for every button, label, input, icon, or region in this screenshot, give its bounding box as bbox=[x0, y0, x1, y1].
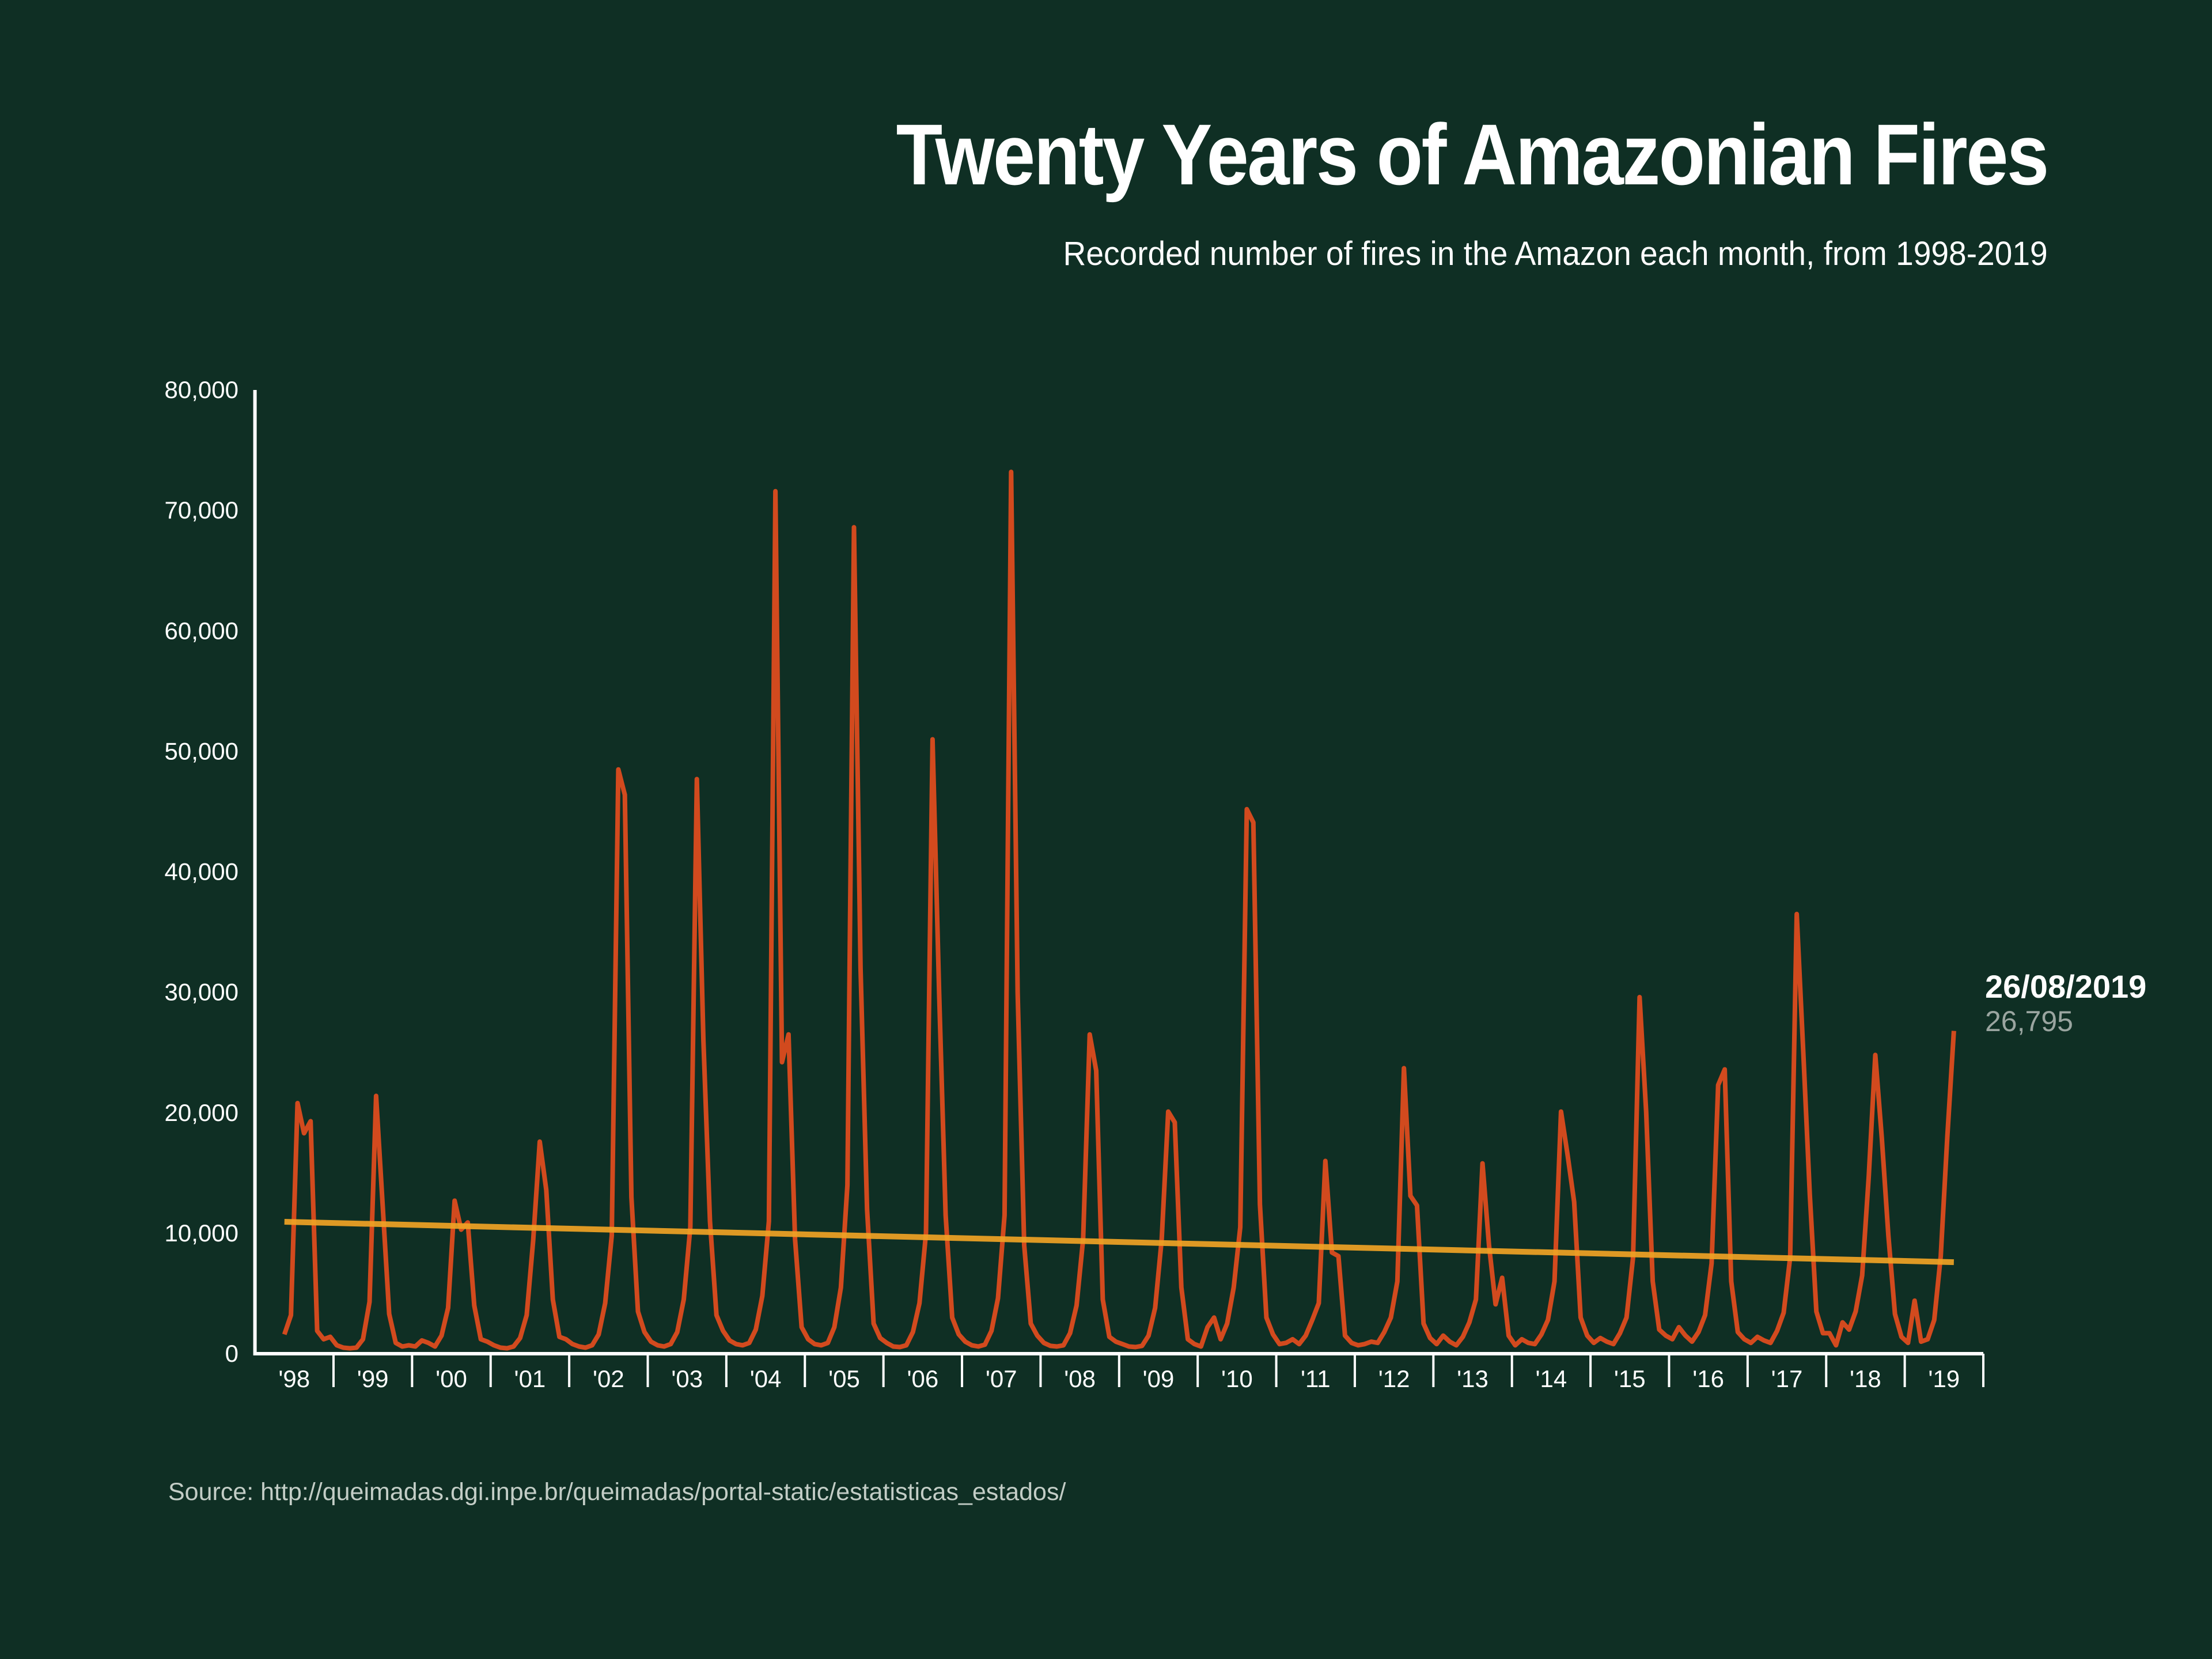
x-axis-label: '18 bbox=[1850, 1365, 1881, 1392]
x-axis-label: '08 bbox=[1064, 1365, 1096, 1392]
y-axis-label: 20,000 bbox=[165, 1099, 238, 1126]
x-axis-label: '06 bbox=[907, 1365, 938, 1392]
y-axis-label: 80,000 bbox=[165, 376, 238, 403]
latest-point-annotation: 26/08/2019 26,795 bbox=[1985, 968, 2147, 1037]
x-axis-label: '99 bbox=[357, 1365, 389, 1392]
chart-subtitle: Recorded number of fires in the Amazon e… bbox=[1063, 235, 2048, 272]
x-axis-label: '19 bbox=[1928, 1365, 1960, 1392]
y-axis-label: 50,000 bbox=[165, 737, 238, 764]
x-axis-label: '09 bbox=[1143, 1365, 1175, 1392]
y-axis-label: 30,000 bbox=[165, 979, 238, 1006]
x-axis-label: '05 bbox=[828, 1365, 860, 1392]
x-axis-label: '10 bbox=[1221, 1365, 1253, 1392]
x-axis-label: '15 bbox=[1614, 1365, 1646, 1392]
x-axis-label: '14 bbox=[1536, 1365, 1567, 1392]
fires-line bbox=[282, 469, 1956, 1351]
x-axis-label: '11 bbox=[1301, 1365, 1331, 1392]
x-axis-label: '98 bbox=[278, 1365, 310, 1392]
trend-line bbox=[284, 1219, 1954, 1266]
x-axis-label: '07 bbox=[986, 1365, 1017, 1392]
source-credit: Source: http://queimadas.dgi.inpe.br/que… bbox=[168, 1478, 1066, 1506]
x-axis-label: '01 bbox=[514, 1365, 546, 1392]
y-axis-label: 60,000 bbox=[165, 617, 238, 644]
y-axis-label: 70,000 bbox=[165, 497, 238, 524]
chart-title: Twenty Years of Amazonian Fires bbox=[896, 106, 2050, 203]
y-axis-label: 10,000 bbox=[165, 1219, 238, 1247]
x-axis-label: '02 bbox=[593, 1365, 624, 1392]
x-axis-label: '17 bbox=[1771, 1365, 1803, 1392]
annotation-date: 26/08/2019 bbox=[1985, 968, 2147, 1005]
x-axis-label: '16 bbox=[1692, 1365, 1724, 1392]
x-axis-label: '12 bbox=[1378, 1365, 1410, 1392]
x-axis-label: '00 bbox=[435, 1365, 467, 1392]
annotation-value: 26,795 bbox=[1985, 1005, 2073, 1037]
chart-header: Twenty Years of Amazonian Fires Recorded… bbox=[739, 105, 2050, 273]
x-axis-label: '13 bbox=[1457, 1365, 1488, 1392]
x-axis-label: '04 bbox=[750, 1365, 782, 1392]
x-axis-label: '03 bbox=[671, 1365, 703, 1392]
y-axis-label: 40,000 bbox=[165, 858, 238, 885]
axis-lines bbox=[253, 390, 1983, 1355]
y-axis-label: 0 bbox=[225, 1340, 238, 1367]
